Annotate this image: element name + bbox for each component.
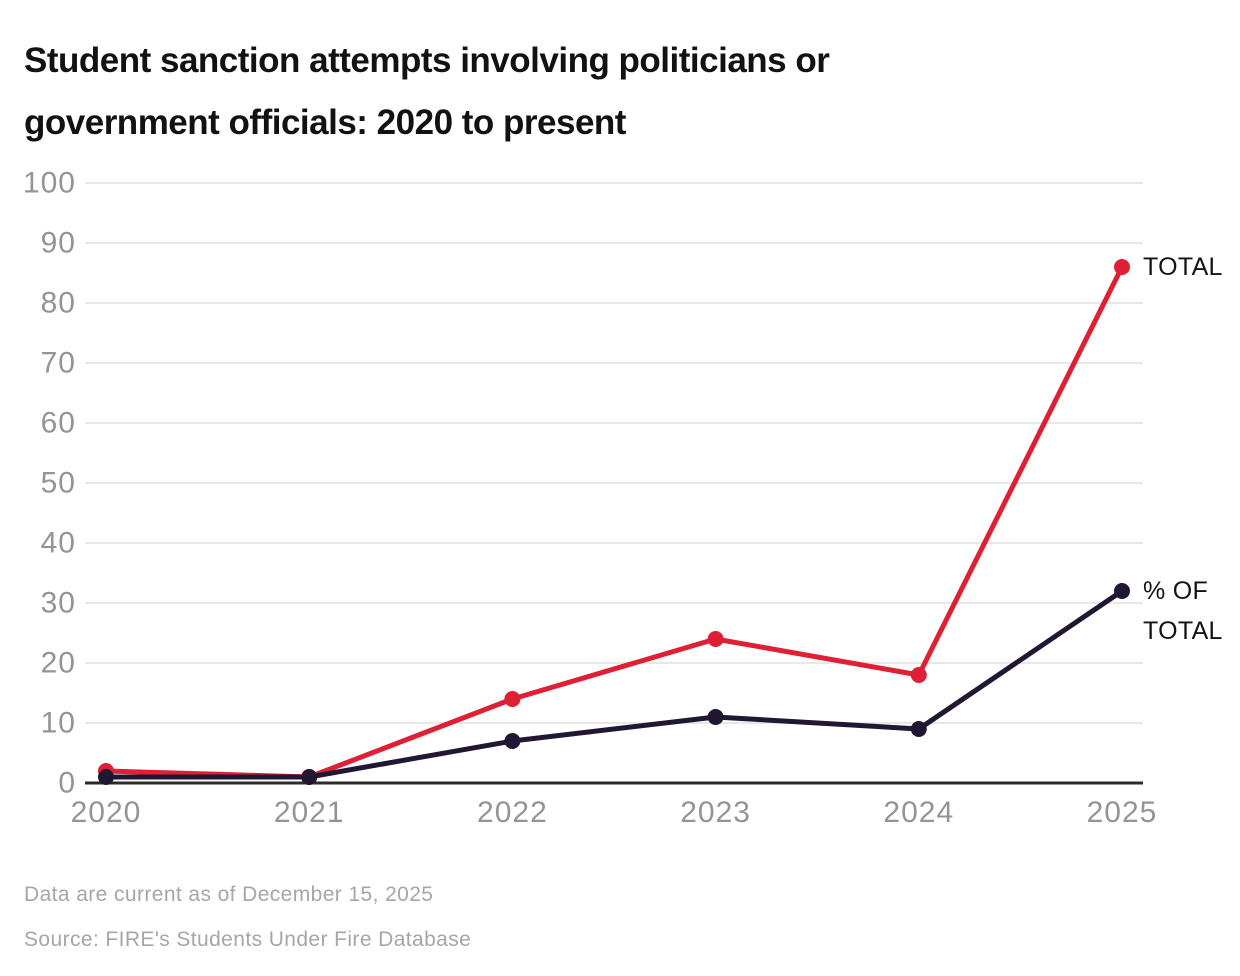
- y-tick-label: 10: [41, 707, 76, 740]
- chart-title: Student sanction attempts involving poli…: [24, 41, 830, 142]
- data-point: [1114, 583, 1130, 599]
- y-tick-label: 0: [58, 767, 76, 800]
- y-tick-label: 100: [23, 167, 76, 200]
- x-tick-label: 2024: [883, 796, 954, 829]
- data-point: [504, 691, 521, 707]
- data-point: [707, 631, 724, 647]
- data-point: [707, 709, 724, 725]
- x-tick-label: 2023: [680, 796, 751, 829]
- x-tick-label: 2022: [477, 796, 548, 829]
- x-tick-label: 2021: [274, 796, 345, 829]
- y-tick-label: 80: [41, 287, 76, 320]
- data-point: [910, 667, 927, 683]
- x-tick-label: 2025: [1087, 796, 1158, 829]
- footnote-data-current: Data are current as of December 15, 2025: [24, 883, 434, 906]
- y-tick-label: 20: [41, 647, 76, 680]
- y-tick-label: 40: [41, 527, 76, 560]
- x-tick-label: 2020: [71, 796, 142, 829]
- y-tick-label: 70: [41, 347, 76, 380]
- y-tick-label: 90: [41, 227, 76, 260]
- data-point: [1114, 259, 1130, 275]
- series-line-total: [103, 264, 1125, 780]
- y-tick-label: 30: [41, 587, 76, 620]
- footnote-source: Source: FIRE's Students Under Fire Datab…: [24, 928, 472, 951]
- data-point: [301, 769, 318, 785]
- series-label-total: TOTAL: [1143, 253, 1223, 281]
- data-point: [504, 733, 521, 749]
- y-tick-label: 60: [41, 407, 76, 440]
- data-point: [98, 769, 114, 785]
- series-line-pct-of-total: [103, 588, 1125, 780]
- y-tick-label: 50: [41, 467, 76, 500]
- data-point: [910, 721, 927, 737]
- series-label-pct-of-total: % OF TOTAL: [1143, 577, 1223, 645]
